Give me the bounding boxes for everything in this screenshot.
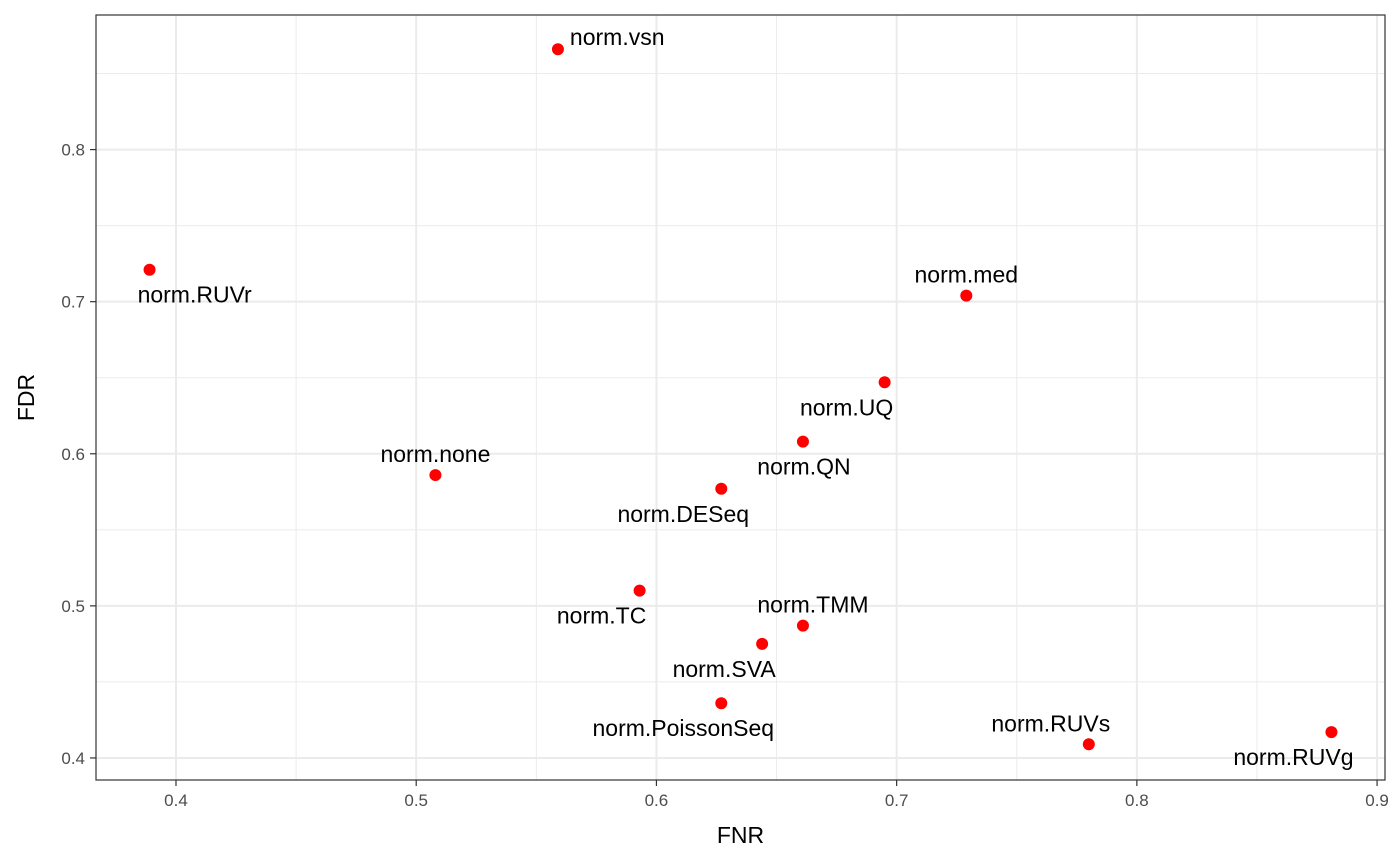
data-point [551,43,564,56]
point-label: norm.UQ [800,394,893,420]
data-point [756,637,769,650]
point-label: norm.TMM [757,592,868,618]
data-point [1325,726,1338,739]
y-tick-label: 0.6 [61,445,85,464]
point-label: norm.vsn [570,24,665,50]
point-label: norm.RUVs [991,710,1110,736]
data-point [960,289,973,302]
data-point [633,584,646,597]
y-tick-label: 0.5 [61,597,85,616]
x-tick-label: 0.4 [164,791,188,810]
point-label: norm.med [915,262,1019,288]
x-axis-title: FNR [717,822,764,848]
point-label: norm.RUVr [138,282,252,308]
point-label: norm.RUVg [1233,744,1353,770]
point-label: norm.QN [757,454,850,480]
grid [96,15,1385,780]
panel-border [95,14,1386,781]
data-points [143,43,1338,751]
point-label: norm.SVA [673,656,777,682]
x-tick-label: 0.9 [1365,791,1389,810]
point-label: norm.TC [557,603,646,629]
x-tick-label: 0.5 [404,791,428,810]
y-tick-label: 0.7 [61,293,85,312]
data-point [429,469,442,482]
data-point [715,482,728,495]
point-label: norm.PoissonSeq [593,715,775,741]
point-label: norm.none [380,441,490,467]
x-tick-label: 0.6 [645,791,669,810]
y-axis-title: FDR [13,374,39,421]
data-point [796,435,809,448]
x-tick-label: 0.8 [1125,791,1149,810]
point-label: norm.DESeq [617,501,749,527]
data-point [796,619,809,632]
point-labels: norm.vsn norm.RUVr norm.med norm.UQ norm.non… [138,24,1354,770]
data-point [1082,738,1095,751]
axis-ticks: 0.4 0.5 0.6 0.7 0.8 0.9 0.4 0.5 0.6 0.7 0.8 [61,141,1389,810]
data-point [143,263,156,276]
y-tick-label: 0.8 [61,141,85,160]
y-tick-label: 0.4 [61,749,85,768]
x-tick-label: 0.7 [885,791,909,810]
data-point [715,697,728,710]
data-point [878,376,891,389]
